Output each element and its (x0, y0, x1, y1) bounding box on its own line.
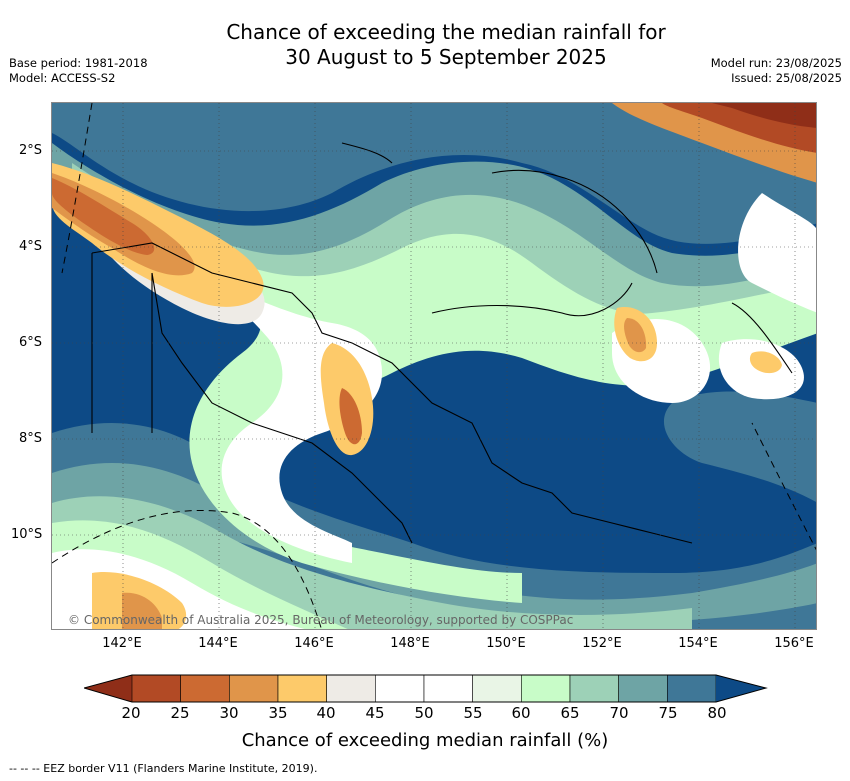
colorbar-cell (326, 674, 376, 703)
colorbar-label: Chance of exceeding median rainfall (%) (241, 730, 609, 751)
region-75-north (52, 103, 816, 244)
cb-tick-75: 75 (658, 704, 678, 722)
coastline (91, 142, 793, 544)
cb-tick-20: 20 (121, 704, 141, 722)
region-60-band (112, 193, 816, 603)
lon-tick-146e: 146°E (294, 636, 334, 651)
colorbar-cell (229, 674, 279, 703)
model-run: Model run: 23/08/2025 (710, 56, 842, 70)
cb-tick-30: 30 (219, 704, 239, 722)
cb-tick-60: 60 (511, 704, 531, 722)
colorbar-cell (667, 674, 717, 703)
colorbar-cell (375, 674, 425, 703)
eez-legend: -- -- -- EEZ border V11 (Flanders Marine… (9, 762, 318, 775)
lon-tick-142e: 142°E (102, 636, 142, 651)
cb-tick-45: 45 (365, 704, 385, 722)
gridlines (52, 103, 816, 629)
model-name: Model: ACCESS-S2 (9, 71, 116, 85)
meta-left: Base period: 1981-2018 Model: ACCESS-S2 (9, 56, 148, 86)
map-canvas (52, 103, 816, 629)
colorbar (84, 674, 768, 703)
meta-right: Model run: 23/08/2025 Issued: 25/08/2025 (711, 56, 842, 86)
title-line-1: Chance of exceeding the median rainfall … (226, 20, 666, 44)
lat-tick-8s: 8°S (19, 431, 43, 446)
colorbar-outline (84, 674, 768, 703)
colorbar-cell (618, 674, 668, 703)
lat-tick-10s: 10°S (11, 527, 43, 542)
cb-tick-35: 35 (268, 704, 288, 722)
title-line-2: 30 August to 5 September 2025 (285, 45, 607, 69)
region-30-southwest (122, 592, 162, 629)
lon-tick-152e: 152°E (582, 636, 622, 651)
lat-tick-6s: 6°S (19, 335, 43, 350)
cb-tick-80: 80 (707, 704, 727, 722)
colorbar-extend-high (716, 675, 766, 702)
chart-title: Chance of exceeding the median rainfall … (0, 20, 850, 70)
region-25-central (339, 388, 362, 445)
cb-tick-25: 25 (170, 704, 190, 722)
colorbar-extend-low (84, 675, 132, 702)
lon-tick-156e: 156°E (774, 636, 814, 651)
region-20-northeast (712, 103, 816, 128)
cb-tick-65: 65 (560, 704, 580, 722)
copyright-notice: © Commonwealth of Australia 2025, Bureau… (68, 613, 574, 627)
cb-tick-55: 55 (463, 704, 483, 722)
base-period: Base period: 1981-2018 (9, 56, 148, 70)
colorbar-cell (423, 674, 473, 703)
region-35-far-east (749, 351, 782, 374)
lon-tick-150e: 150°E (486, 636, 526, 651)
lon-tick-154e: 154°E (678, 636, 718, 651)
cb-tick-40: 40 (316, 704, 336, 722)
colorbar-cell (472, 674, 522, 703)
rainfall-map (51, 102, 817, 630)
region-25-northwest (52, 178, 155, 255)
cb-tick-50: 50 (414, 704, 434, 722)
colorbar-cells (84, 674, 766, 703)
lon-tick-144e: 144°E (198, 636, 238, 651)
colorbar-cell (131, 674, 181, 703)
lat-tick-4s: 4°S (19, 239, 43, 254)
colorbar-cell (569, 674, 619, 703)
region-30-east (624, 318, 647, 353)
lat-tick-2s: 2°S (19, 143, 43, 158)
lon-tick-148e: 148°E (390, 636, 430, 651)
colorbar-cell (277, 674, 327, 703)
issued-date: Issued: 25/08/2025 (731, 71, 842, 85)
colorbar-cell (521, 674, 571, 703)
eez-border (52, 103, 816, 629)
colorbar-cell (180, 674, 230, 703)
cb-tick-70: 70 (609, 704, 629, 722)
region-50-northeast (738, 193, 816, 313)
